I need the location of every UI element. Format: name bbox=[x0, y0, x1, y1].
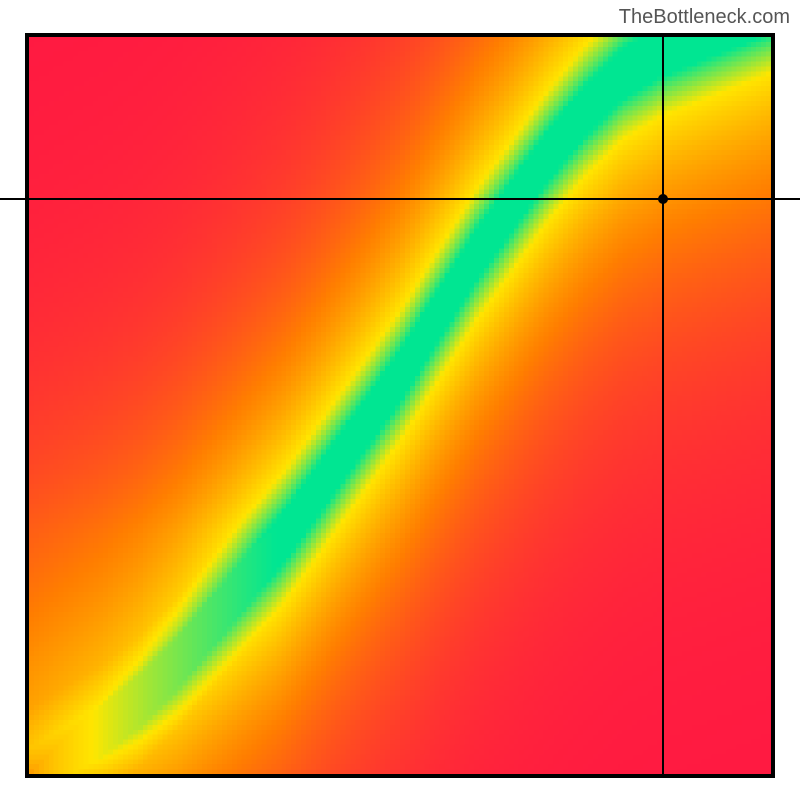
watermark-text: TheBottleneck.com bbox=[619, 6, 790, 29]
crosshair-vertical bbox=[662, 37, 664, 774]
crosshair-horizontal bbox=[0, 198, 800, 200]
root-container: TheBottleneck.com bbox=[0, 0, 800, 800]
crosshair-dot bbox=[658, 194, 668, 204]
